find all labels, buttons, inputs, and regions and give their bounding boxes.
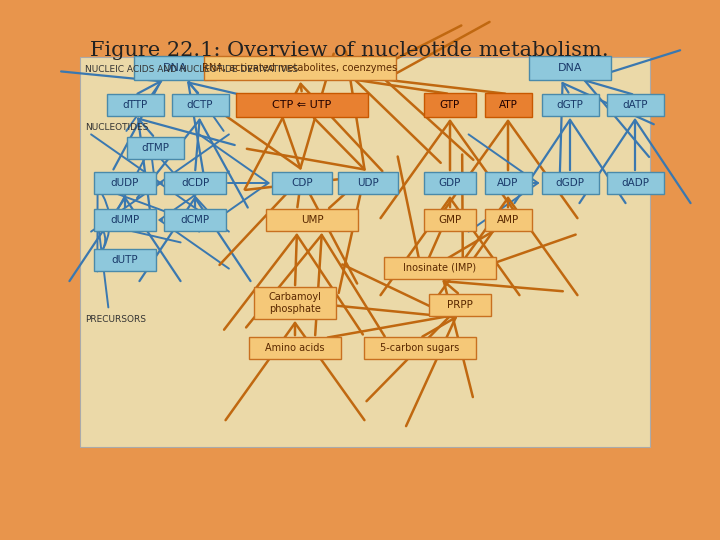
Text: dTMP: dTMP [141,143,169,153]
FancyBboxPatch shape [529,56,611,80]
FancyBboxPatch shape [424,209,476,231]
FancyBboxPatch shape [364,337,476,359]
Text: DNA: DNA [163,63,187,73]
Text: NUCLEIC ACIDS AND NUCLEOTIDE DERIVATIVES: NUCLEIC ACIDS AND NUCLEOTIDE DERIVATIVES [85,64,298,73]
Text: NUCLEOTIDES: NUCLEOTIDES [85,123,148,132]
Text: dTTP: dTTP [122,100,148,110]
Text: Figure 22.1: Overview of nucleotide metabolism.: Figure 22.1: Overview of nucleotide meta… [90,40,608,59]
FancyBboxPatch shape [134,56,216,80]
Text: dUDP: dUDP [111,178,139,188]
FancyBboxPatch shape [127,137,184,159]
Text: CTP ⇐ UTP: CTP ⇐ UTP [272,100,332,110]
Text: 5-carbon sugars: 5-carbon sugars [380,343,459,353]
FancyBboxPatch shape [94,172,156,194]
Text: UDP: UDP [357,178,379,188]
FancyBboxPatch shape [204,56,396,80]
Text: dGDP: dGDP [556,178,585,188]
FancyBboxPatch shape [429,294,491,316]
Text: RNA, activated metabolites, coenzymes: RNA, activated metabolites, coenzymes [202,63,397,73]
Text: dCTP: dCTP [186,100,213,110]
FancyBboxPatch shape [266,209,358,231]
FancyBboxPatch shape [485,93,531,117]
Text: PRECURSORS: PRECURSORS [85,315,146,325]
Text: Inosinate (IMP): Inosinate (IMP) [403,263,477,273]
FancyBboxPatch shape [541,94,598,116]
Text: GTP: GTP [440,100,460,110]
Text: dADP: dADP [621,178,649,188]
FancyBboxPatch shape [338,172,398,194]
FancyBboxPatch shape [164,209,226,231]
Text: dUTP: dUTP [112,255,138,265]
Text: dATP: dATP [622,100,648,110]
Text: GMP: GMP [438,215,462,225]
Text: ADP: ADP [498,178,518,188]
FancyBboxPatch shape [94,249,156,271]
FancyBboxPatch shape [94,209,156,231]
Text: dGTP: dGTP [557,100,583,110]
FancyBboxPatch shape [485,172,531,194]
Text: dCDP: dCDP [181,178,209,188]
Text: dCMP: dCMP [181,215,210,225]
Text: CDP: CDP [291,178,312,188]
Text: Amino acids: Amino acids [265,343,325,353]
Text: DNA: DNA [558,63,582,73]
Text: ATP: ATP [498,100,518,110]
Text: dUMP: dUMP [110,215,140,225]
FancyBboxPatch shape [424,93,476,117]
FancyBboxPatch shape [249,337,341,359]
Bar [80,57,650,447]
FancyBboxPatch shape [384,257,496,279]
Text: Carbamoyl
phosphate: Carbamoyl phosphate [269,292,321,314]
FancyBboxPatch shape [236,93,368,117]
FancyBboxPatch shape [171,94,228,116]
FancyBboxPatch shape [107,94,163,116]
FancyBboxPatch shape [606,172,664,194]
FancyBboxPatch shape [254,287,336,319]
FancyBboxPatch shape [164,172,226,194]
FancyBboxPatch shape [272,172,332,194]
FancyBboxPatch shape [606,94,664,116]
FancyBboxPatch shape [424,172,476,194]
FancyBboxPatch shape [541,172,598,194]
Text: GDP: GDP [438,178,462,188]
Text: AMP: AMP [497,215,519,225]
FancyBboxPatch shape [485,209,531,231]
Text: UMP: UMP [301,215,323,225]
Text: PRPP: PRPP [447,300,473,310]
